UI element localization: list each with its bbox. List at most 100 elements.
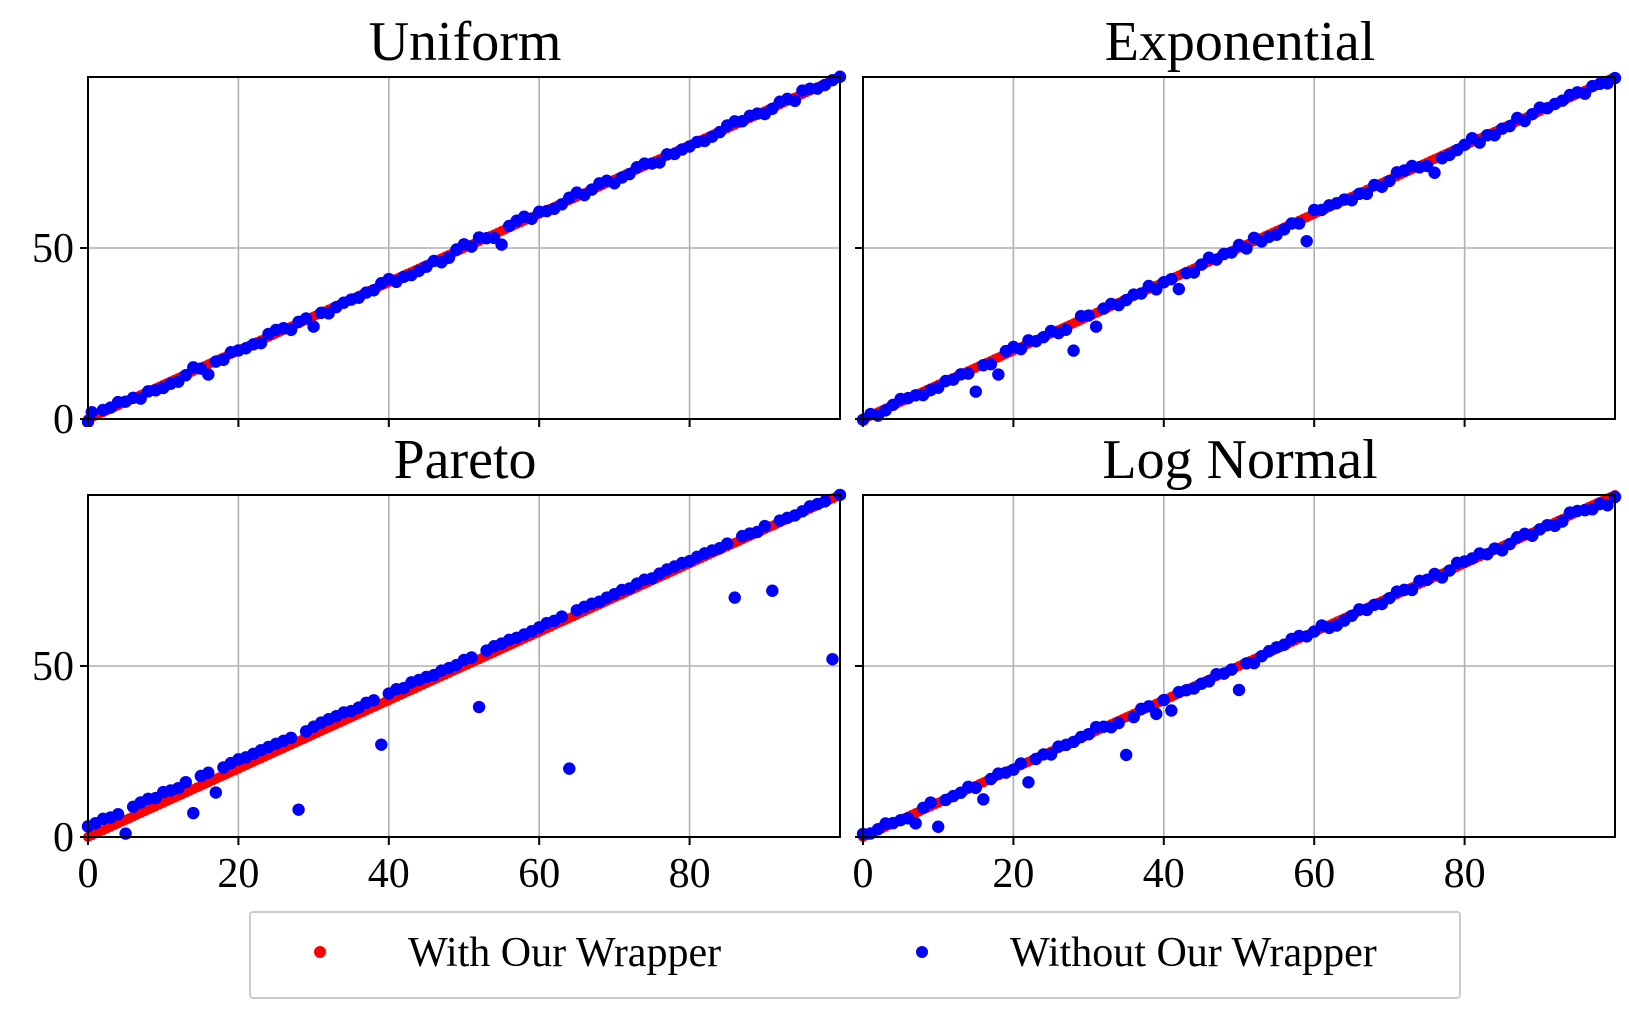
data-point-outlier: [1067, 344, 1080, 357]
data-point: [1142, 700, 1155, 713]
data-point-outlier: [1172, 282, 1186, 296]
data-point: [299, 312, 313, 325]
data-point-outlier: [1150, 707, 1163, 721]
series-without-wrapper: [81, 70, 847, 427]
x-tick-label: 80: [1444, 851, 1486, 897]
data-point-outlier: [1022, 776, 1035, 789]
data-point: [1014, 342, 1028, 356]
data-point: [1383, 174, 1396, 188]
data-point: [1135, 287, 1148, 300]
data-point: [1059, 323, 1073, 336]
axis-ticks: 0 20 40 60 80: [853, 665, 1486, 897]
legend-marker-without-wrapper: [916, 946, 928, 958]
data-point: [202, 766, 215, 779]
data-point-outlier: [1601, 499, 1614, 512]
data-point-outlier: [375, 738, 388, 751]
data-point: [818, 495, 832, 508]
x-tick-label: 60: [518, 851, 560, 897]
x-tick-label: 20: [992, 851, 1034, 897]
data-point-outlier: [826, 652, 839, 666]
y-tick-label: 50: [32, 226, 74, 272]
data-point: [217, 353, 230, 367]
data-point: [1360, 187, 1374, 201]
x-tick-label: 80: [669, 851, 711, 897]
series-without-wrapper: [856, 490, 1622, 841]
subplot-exponential: Exponential: [855, 11, 1622, 427]
data-point: [1240, 242, 1253, 255]
data-point: [1225, 663, 1238, 676]
data-point: [1556, 515, 1569, 528]
x-tick-label: 0: [853, 851, 874, 897]
data-point-outlier: [1232, 683, 1246, 697]
data-point-outlier: [209, 786, 223, 799]
data-point: [555, 610, 568, 623]
data-point-outlier: [307, 320, 320, 333]
data-point-outlier: [187, 806, 200, 820]
x-tick-label: 0: [78, 851, 99, 897]
subplot-pareto: Pareto 0 20 40 60 80 0 50: [32, 429, 847, 897]
data-point: [721, 537, 734, 550]
data-point-outlier: [495, 238, 508, 251]
data-point-outlier: [1120, 748, 1133, 762]
subplot-title: Exponential: [1105, 11, 1376, 73]
y-tick-label: 0: [53, 397, 74, 443]
data-point: [788, 94, 802, 108]
data-point: [1187, 266, 1201, 279]
data-point: [1127, 710, 1140, 724]
x-tick-label: 40: [1143, 851, 1185, 897]
subplot-title: Pareto: [393, 429, 536, 491]
data-point: [1157, 693, 1171, 707]
data-point-outlier: [932, 820, 945, 833]
data-point: [465, 651, 478, 664]
data-point: [969, 781, 982, 795]
data-point: [1165, 272, 1178, 286]
legend-label-without-wrapper: Without Our Wrapper: [1010, 930, 1377, 976]
subplot-log-normal: Log Normal 0 20 40 60 80: [853, 429, 1622, 897]
data-point-outlier: [1165, 704, 1178, 717]
data-point: [442, 251, 456, 264]
series-without-wrapper: [81, 488, 847, 840]
y-tick-label: 50: [32, 644, 74, 690]
data-point-outlier: [472, 700, 486, 714]
data-point: [1044, 748, 1058, 761]
axis-ticks: 0 20 40 60 80 0 50: [32, 644, 711, 897]
axis-ticks: [855, 247, 1466, 427]
legend-box: [249, 911, 1461, 999]
data-point: [465, 240, 478, 253]
data-point: [1082, 309, 1095, 322]
series-without-wrapper: [856, 71, 1622, 426]
data-points: [856, 490, 1622, 842]
data-point: [962, 367, 975, 380]
data-point: [1112, 716, 1125, 730]
x-tick-label: 60: [1293, 851, 1335, 897]
data-points: [81, 70, 847, 427]
legend: With Our Wrapper Without Our Wrapper: [249, 911, 1461, 999]
data-point: [1405, 583, 1419, 597]
data-point: [179, 369, 192, 382]
data-point-outlier: [728, 591, 741, 604]
legend-label-with-wrapper: With Our Wrapper: [408, 930, 721, 976]
data-point: [111, 808, 125, 821]
data-point-outlier: [563, 762, 576, 775]
data-point: [1292, 217, 1306, 230]
data-point: [367, 694, 380, 707]
subplot-title: Log Normal: [1102, 429, 1377, 491]
data-point-outlier: [202, 368, 215, 381]
data-point: [1503, 119, 1516, 133]
data-point: [254, 336, 268, 350]
data-point: [758, 519, 771, 533]
data-points: [856, 71, 1622, 426]
data-point: [653, 156, 666, 169]
axis-ticks: 0 50: [32, 226, 691, 443]
data-point: [924, 796, 937, 809]
data-point-outlier: [1089, 320, 1103, 333]
data-point-outlier: [909, 817, 922, 830]
data-point-outlier: [916, 388, 930, 402]
subplot-uniform: Uniform 0 50: [32, 11, 847, 443]
data-point: [1225, 246, 1238, 259]
data-point: [1014, 757, 1028, 770]
data-point-outlier: [977, 793, 990, 806]
data-point-outlier: [1300, 234, 1313, 248]
y-tick-label: 0: [53, 815, 74, 861]
